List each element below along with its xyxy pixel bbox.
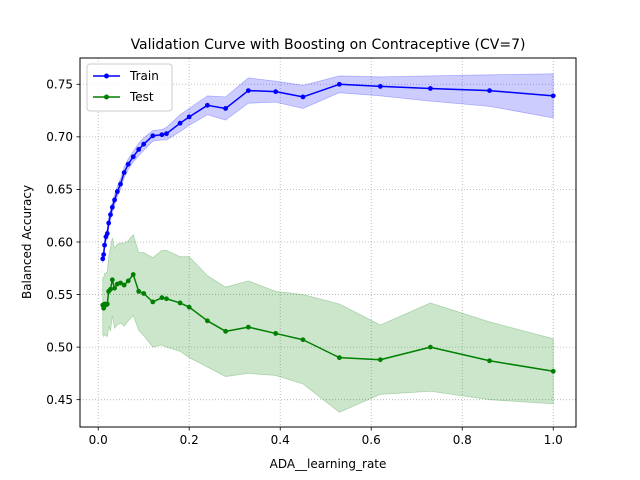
train-data-point <box>108 212 113 218</box>
train-data-point <box>125 161 131 167</box>
train-data-point <box>150 133 156 139</box>
train-data-point <box>141 141 147 147</box>
legend-train-marker <box>104 73 109 79</box>
train-data-point <box>550 93 556 99</box>
test-data-point <box>130 272 136 277</box>
test-std-band <box>102 233 554 413</box>
test-data-point <box>186 304 192 310</box>
test-data-point <box>136 288 142 294</box>
x-tick-label: 0.6 <box>362 433 381 447</box>
train-data-point <box>273 89 279 95</box>
train-data-point <box>114 189 120 194</box>
test-data-point <box>118 280 123 286</box>
y-tick-label: 0.45 <box>46 393 73 407</box>
legend-test-label: Test <box>129 90 154 104</box>
train-data-point <box>102 242 107 248</box>
series-markers <box>100 81 556 374</box>
train-data-point <box>101 252 107 257</box>
y-axis-label: Balanced Accuracy <box>20 185 34 299</box>
train-data-point <box>245 88 251 93</box>
x-tick-label: 0.0 <box>89 433 108 447</box>
axis-ticks: 0.0 0.2 0.4 0.6 0.8 1.0 0.45 0.50 0.55 0.60 0.65 0.… <box>46 78 563 447</box>
train-data-point <box>164 131 169 137</box>
legend-test-marker <box>104 94 109 100</box>
train-data-point <box>109 204 115 210</box>
train-data-point <box>136 147 142 152</box>
test-data-point <box>377 357 383 363</box>
y-tick-label: 0.75 <box>46 78 73 92</box>
train-data-point <box>106 220 112 226</box>
test-data-point <box>487 358 492 364</box>
train-data-point <box>104 231 110 236</box>
y-tick-label: 0.50 <box>46 340 73 354</box>
train-data-point <box>336 81 342 87</box>
train-data-point <box>159 132 165 138</box>
test-data-point <box>104 301 110 307</box>
test-data-point <box>427 344 433 350</box>
train-data-point <box>223 106 229 111</box>
test-data-point <box>150 299 156 305</box>
legend: Train Test <box>86 63 173 112</box>
x-tick-label: 0.2 <box>180 433 199 447</box>
test-data-point <box>273 331 279 336</box>
x-tick-label: 1.0 <box>544 433 563 447</box>
test-data-point <box>125 278 131 284</box>
test-data-point <box>159 295 165 301</box>
y-tick-label: 0.65 <box>46 183 73 197</box>
test-data-point <box>205 318 210 324</box>
plot-frame <box>79 57 577 428</box>
train-data-point <box>300 94 306 100</box>
train-data-point <box>205 102 210 108</box>
x-tick-label: 0.4 <box>271 433 290 447</box>
test-data-point <box>164 296 169 302</box>
legend-train-label: Train <box>129 69 159 83</box>
test-data-point <box>550 368 556 374</box>
test-data-point <box>109 277 115 283</box>
train-data-point <box>427 86 433 91</box>
test-data-point <box>121 282 127 288</box>
test-data-point <box>223 328 229 334</box>
test-data-point <box>108 286 113 292</box>
x-tick-label: 0.8 <box>453 433 472 447</box>
test-data-point <box>336 355 342 361</box>
train-data-point <box>100 256 106 262</box>
train-data-point <box>377 83 383 89</box>
test-data-point <box>112 285 117 291</box>
y-tick-label: 0.70 <box>46 130 73 144</box>
chart-title: Validation Curve with Boosting on Contra… <box>131 37 526 53</box>
train-data-point <box>186 114 192 120</box>
y-tick-label: 0.55 <box>46 288 73 302</box>
train-data-point <box>121 170 127 175</box>
train-data-point <box>130 154 136 160</box>
train-data-point <box>118 181 123 187</box>
train-data-point <box>487 88 492 93</box>
test-data-point <box>300 337 306 343</box>
test-data-point <box>245 324 251 330</box>
train-data-point <box>112 197 117 203</box>
x-axis-label: ADA__learning_rate <box>270 457 387 471</box>
y-tick-label: 0.60 <box>46 235 73 249</box>
test-data-point <box>141 291 147 296</box>
test-data-point <box>177 300 183 306</box>
train-data-point <box>177 120 183 126</box>
